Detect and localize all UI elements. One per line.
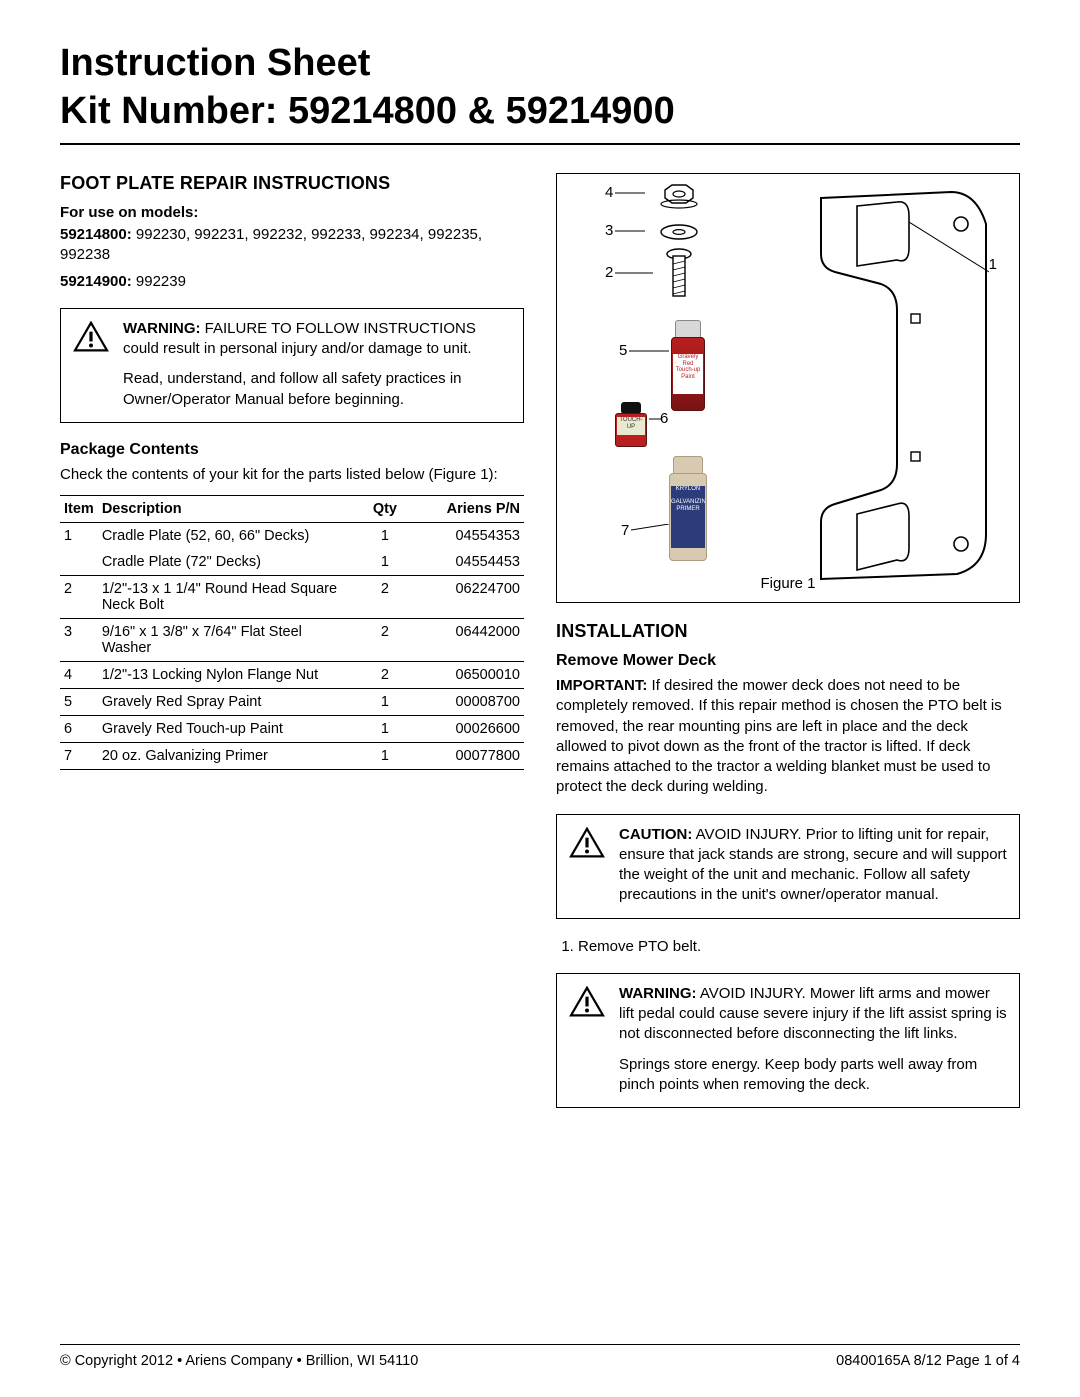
kit-b-models: 59214900: 992239	[60, 272, 524, 292]
table-row: 3 9/16" x 1 3/8" x 7/64" Flat Steel Wash…	[60, 619, 524, 662]
warning-label: WARNING:	[123, 320, 201, 337]
warning-callout-2: WARNING: AVOID INJURY. Mower lift arms a…	[556, 973, 1020, 1108]
table-row: 5 Gravely Red Spray Paint 1 00008700	[60, 689, 524, 716]
important-label: IMPORTANT:	[556, 677, 647, 694]
th-desc: Description	[98, 496, 357, 523]
table-row: Cradle Plate (72" Decks) 1 04554453	[60, 549, 524, 576]
warning-extra: Read, understand, and follow all safety …	[123, 369, 511, 410]
figure-1-box: Gravely RedTouch-upPaint TOUCH-UP KRYLON…	[556, 173, 1020, 603]
footer-rule	[60, 1344, 1020, 1345]
parts-table: Item Description Qty Ariens P/N 1 Cradle…	[60, 495, 524, 770]
figure-caption: Figure 1	[760, 575, 815, 592]
fig-label-7: 7	[621, 522, 629, 539]
models-label: For use on models:	[60, 204, 524, 221]
footer-copyright: © Copyright 2012 • Ariens Company • Bril…	[60, 1353, 418, 1369]
install-steps: Remove PTO belt.	[556, 937, 1020, 957]
kit-b-prefix: 59214900:	[60, 273, 132, 290]
kit-a-models: 59214800: 992230, 992231, 992232, 992233…	[60, 225, 524, 266]
installation-heading: INSTALLATION	[556, 621, 1020, 642]
fig-label-5: 5	[619, 342, 627, 359]
warning-icon	[569, 986, 605, 1018]
title-line2: Kit Number: 59214800 & 59214900	[60, 90, 675, 132]
warning-callout-1: WARNING: FAILURE TO FOLLOW INSTRUCTIONS …	[60, 308, 524, 423]
table-row: 2 1/2"-13 x 1 1/4" Round Head Square Nec…	[60, 576, 524, 619]
table-row: 4 1/2"-13 Locking Nylon Flange Nut 2 065…	[60, 662, 524, 689]
caution-label: CAUTION:	[619, 826, 692, 843]
warning-icon	[73, 321, 109, 353]
fig-label-4: 4	[605, 184, 613, 201]
package-contents-intro: Check the contents of your kit for the p…	[60, 465, 524, 485]
th-qty: Qty	[357, 496, 413, 523]
important-para: IMPORTANT: If desired the mower deck doe…	[556, 676, 1020, 798]
th-pn: Ariens P/N	[413, 496, 524, 523]
foot-plate-heading: FOOT PLATE REPAIR INSTRUCTIONS	[60, 173, 524, 194]
table-row: 1 Cradle Plate (52, 60, 66" Decks) 1 045…	[60, 523, 524, 550]
warn2-extra: Springs store energy. Keep body parts we…	[619, 1055, 1007, 1096]
table-row: 6 Gravely Red Touch-up Paint 1 00026600	[60, 716, 524, 743]
fig-label-2: 2	[605, 264, 613, 281]
th-item: Item	[60, 496, 98, 523]
package-contents-heading: Package Contents	[60, 441, 524, 459]
important-text: If desired the mower deck does not need …	[556, 677, 1002, 795]
table-row: 7 20 oz. Galvanizing Primer 1 00077800	[60, 743, 524, 770]
step-1: Remove PTO belt.	[578, 937, 1020, 957]
fig-label-6: 6	[660, 410, 668, 427]
remove-deck-heading: Remove Mower Deck	[556, 652, 1020, 670]
caution-callout: CAUTION: AVOID INJURY. Prior to lifting …	[556, 814, 1020, 919]
kit-a-prefix: 59214800:	[60, 226, 132, 243]
title-line1: Instruction Sheet	[60, 42, 370, 84]
fig-label-3: 3	[605, 222, 613, 239]
footer-pageinfo: 08400165A 8/12 Page 1 of 4	[836, 1353, 1020, 1369]
fig-label-1: 1	[989, 256, 997, 273]
hardware-drawing	[639, 184, 719, 314]
page-footer: © Copyright 2012 • Ariens Company • Bril…	[60, 1344, 1020, 1369]
caution-icon	[569, 827, 605, 859]
doc-title: Instruction Sheet Kit Number: 59214800 &…	[60, 40, 1020, 135]
header-rule	[60, 143, 1020, 145]
warn2-label: WARNING:	[619, 985, 697, 1002]
